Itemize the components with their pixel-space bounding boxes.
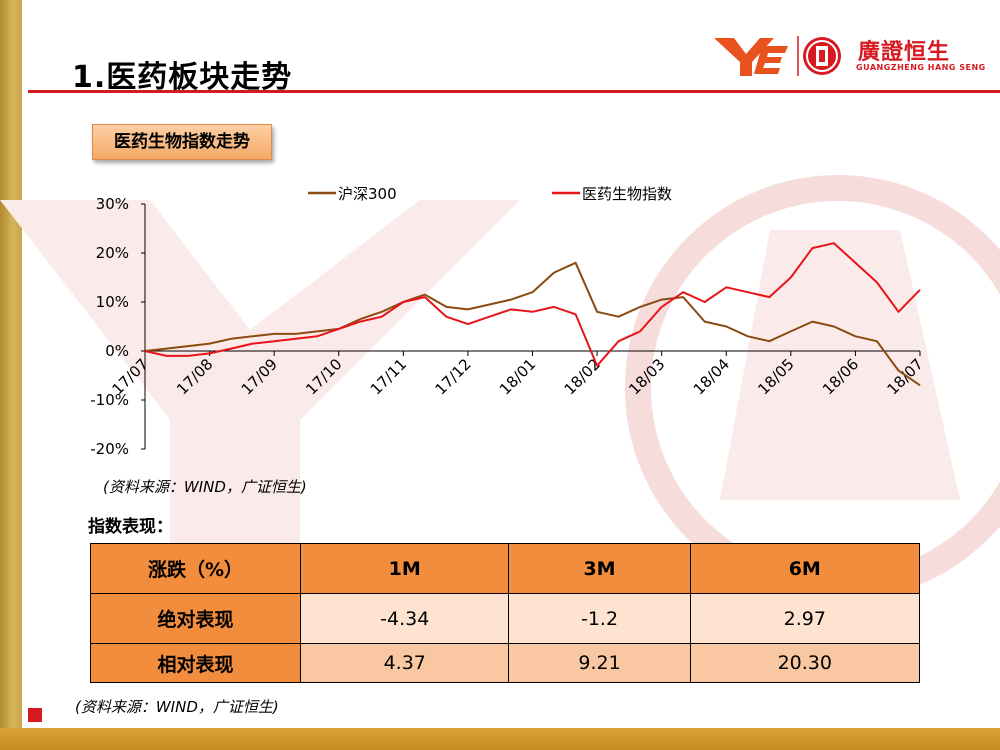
x-tick-label: 18/01 <box>496 355 539 398</box>
row-label-relative: 相对表现 <box>90 643 301 683</box>
x-tick-label: 17/11 <box>367 355 410 398</box>
table-header-cell: 1M <box>299 543 510 594</box>
x-tick-label: 17/12 <box>431 355 474 398</box>
legend-label: 沪深300 <box>338 185 397 203</box>
x-tick-label: 17/09 <box>238 355 281 398</box>
performance-heading: 指数表现： <box>88 517 173 537</box>
y-tick-label: 20% <box>96 244 129 262</box>
table-header-cell: 6M <box>689 543 921 594</box>
bottom-decor-bar <box>0 728 1000 750</box>
series-line-medical <box>144 242 921 367</box>
x-tick-label: 18/02 <box>561 355 604 398</box>
table-row: 绝对表现 -4.34 -1.2 2.97 <box>90 593 921 644</box>
table-cell: -1.2 <box>508 593 691 644</box>
x-tick-label: 17/10 <box>302 355 345 398</box>
title-divider <box>28 90 1000 93</box>
performance-table: 涨跌（%） 1M 3M 6M 绝对表现 -4.34 -1.2 2.97 相对表现… <box>90 543 921 683</box>
red-square-marker <box>28 708 42 722</box>
x-tick-label: 18/03 <box>625 355 668 398</box>
y-tick-label: 10% <box>96 293 129 311</box>
logo-english-name: GUANGZHENG HANG SENG <box>856 63 986 72</box>
legend-label: 医药生物指数 <box>582 185 672 203</box>
page-title: 1.医药板块走势 <box>72 60 293 95</box>
y-tick-label: 30% <box>96 195 129 213</box>
table-cell: 2.97 <box>689 593 921 644</box>
company-logo <box>714 36 841 76</box>
x-tick-label: 17/08 <box>173 355 216 398</box>
table-cell: -4.34 <box>299 593 510 644</box>
logo-chinese-name: 廣證恒生 <box>858 40 951 65</box>
table-cell: 9.21 <box>508 643 691 683</box>
chart-section-label: 医药生物指数走势 <box>92 124 272 160</box>
y-tick-label: -20% <box>90 440 129 458</box>
x-tick-label: 18/04 <box>690 355 733 398</box>
table-header-cell: 涨跌（%） <box>90 543 301 594</box>
x-tick-label: 18/05 <box>754 355 797 398</box>
series-line-hs300 <box>144 261 921 387</box>
table-cell: 20.30 <box>689 643 921 683</box>
table-row: 相对表现 4.37 9.21 20.30 <box>90 643 921 683</box>
y-tick-label: -10% <box>90 391 129 409</box>
table-cell: 4.37 <box>299 643 510 683</box>
x-tick-label: 18/06 <box>819 355 862 398</box>
table-header-cell: 3M <box>508 543 691 594</box>
row-label-absolute: 绝对表现 <box>90 593 301 644</box>
chart-source-note: (资料来源：WIND，广证恒生) <box>103 478 307 496</box>
y-tick-label: 0% <box>105 342 129 360</box>
table-source-note: (资料来源：WIND，广证恒生) <box>75 698 279 716</box>
ye-logo-icon <box>714 38 774 76</box>
table-header-row: 涨跌（%） 1M 3M 6M <box>90 543 921 594</box>
x-tick-label: 18/07 <box>884 355 927 398</box>
